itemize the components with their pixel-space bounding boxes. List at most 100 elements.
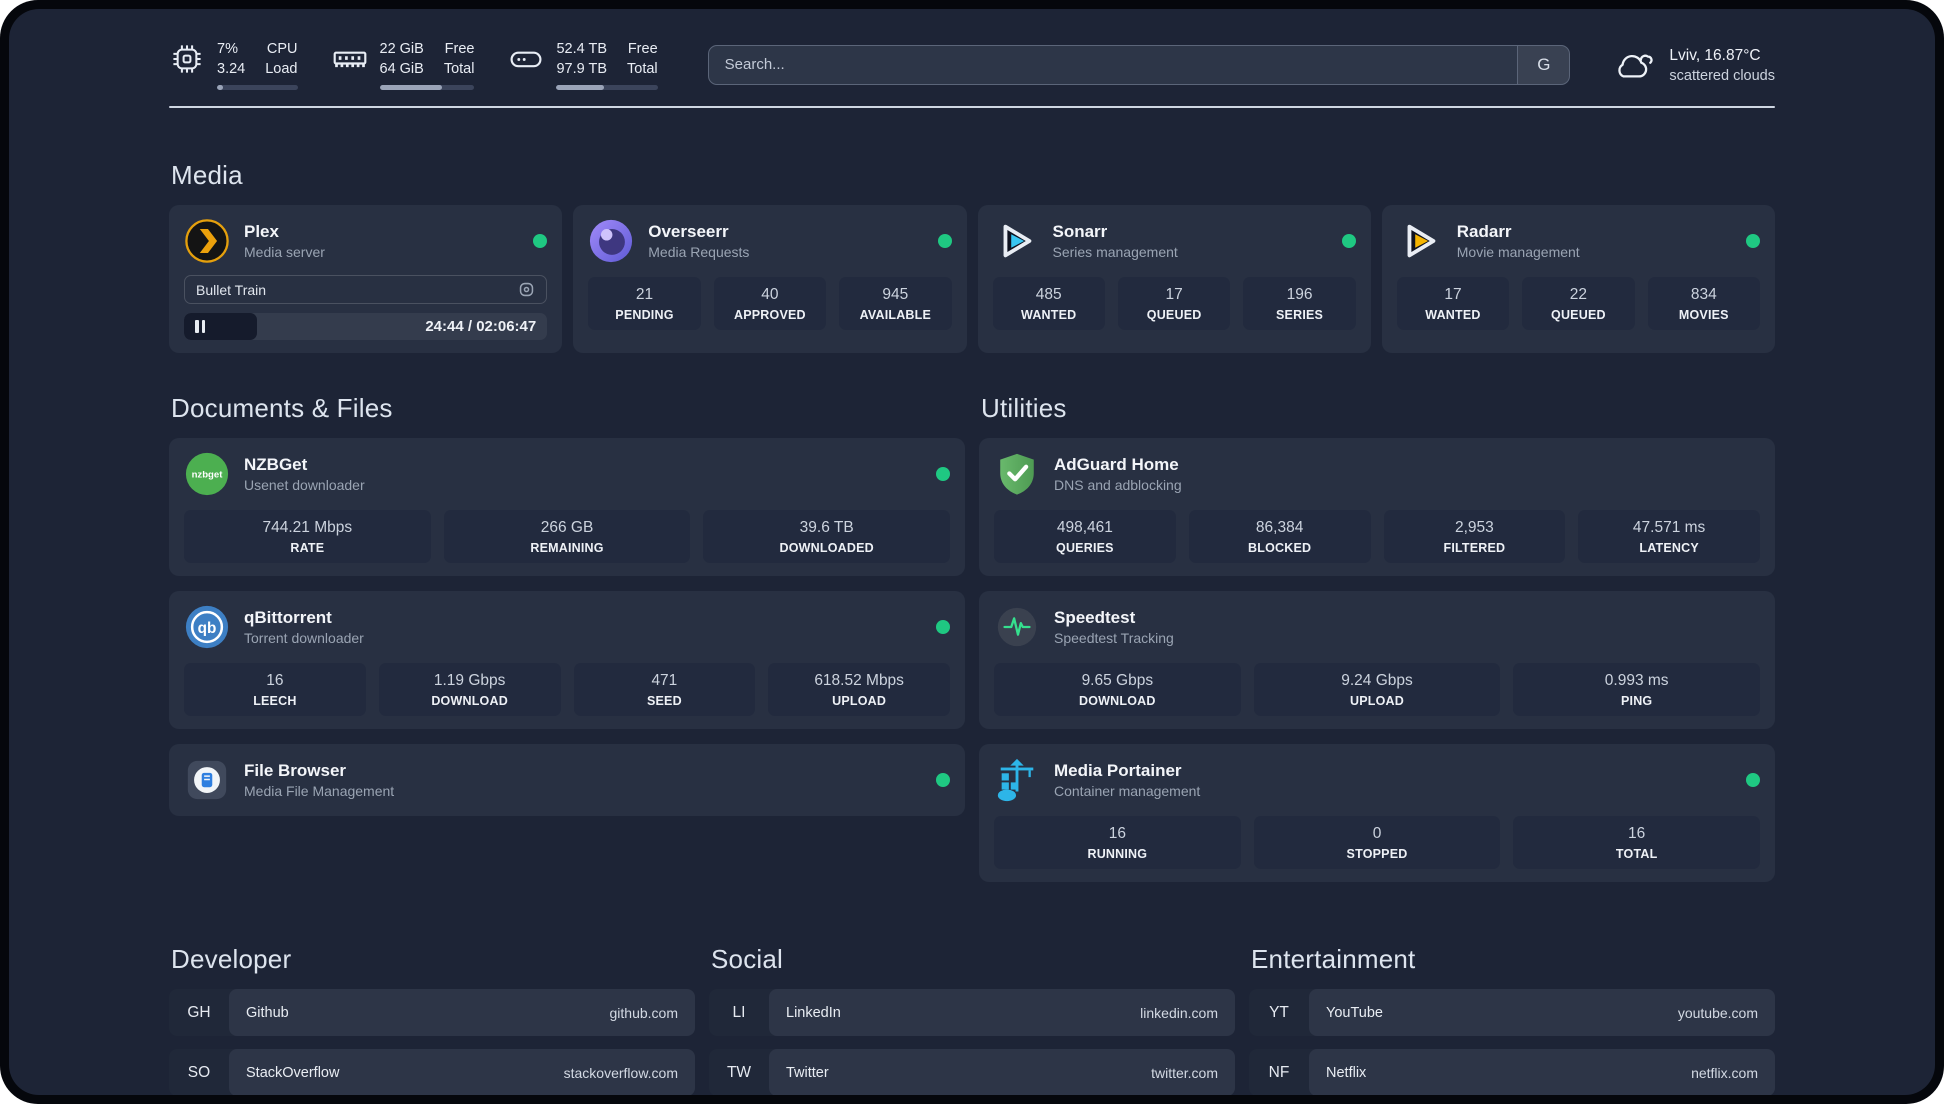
- service-card-radarr[interactable]: Radarr Movie management 17 WANTED 22 QUE…: [1381, 205, 1775, 353]
- cloud-icon: [1612, 48, 1654, 82]
- search-input[interactable]: [708, 45, 1518, 84]
- section-title-utilities: Utilities: [981, 393, 1067, 423]
- service-card-qbittorrent[interactable]: qb qBittorrent Torrent downloader 16 LEE…: [169, 591, 965, 729]
- service-description: Container management: [1054, 782, 1201, 799]
- stat-downloaded: 39.6 TB DOWNLOADED: [703, 510, 951, 563]
- service-description: Media File Management: [244, 782, 395, 799]
- bookmark-group-title: Social: [711, 944, 784, 974]
- svg-text:qb: qb: [198, 620, 217, 637]
- bookmark-domain: twitter.com: [1151, 1064, 1218, 1081]
- service-name: AdGuard Home: [1054, 454, 1179, 474]
- stat-queued: 22 QUEUED: [1522, 277, 1635, 330]
- stat-approved: 40 APPROVED: [713, 277, 827, 330]
- cpu-usage-value: 7%: [217, 41, 238, 57]
- status-dot: [1746, 234, 1760, 248]
- bookmark-abbr: YT: [1269, 1003, 1289, 1021]
- bookmark-domain: linkedin.com: [1140, 1004, 1218, 1021]
- memory-total-label: Total: [443, 61, 475, 77]
- service-card-filebrowser[interactable]: File Browser Media File Management: [169, 744, 965, 816]
- bookmark-name: Netflix: [1326, 1064, 1367, 1081]
- stat-wanted: 17 WANTED: [1396, 277, 1510, 330]
- cpu-icon: [169, 39, 205, 79]
- service-card-sonarr[interactable]: Sonarr Series management 485 WANTED 17 Q…: [977, 205, 1371, 353]
- svg-text:nzbget: nzbget: [192, 469, 224, 480]
- service-description: Media server: [244, 243, 325, 260]
- bookmark-domain: youtube.com: [1677, 1004, 1758, 1021]
- stat-download: 9.65 Gbps DOWNLOAD: [994, 663, 1241, 716]
- speedtest-icon: [994, 604, 1040, 650]
- qbittorrent-icon: qb: [184, 604, 230, 650]
- stat-filtered: 2,953 FILTERED: [1383, 510, 1566, 563]
- cpu-load-value: 3.24: [217, 61, 246, 77]
- service-card-nzbget[interactable]: nzbget NZBGet Usenet downloader 744.21 M…: [169, 438, 965, 576]
- bookmark-group-developer: Developer GH Github github.com SO StackO…: [169, 944, 695, 1095]
- header-bar: 7% 3.24 CPU Load: [169, 39, 1775, 90]
- dashboard-page: 7% 3.24 CPU Load: [9, 9, 1935, 1095]
- status-dot: [936, 773, 950, 787]
- service-card-overseerr[interactable]: Overseerr Media Requests 21 PENDING 40 A…: [573, 205, 967, 353]
- status-dot: [533, 234, 548, 248]
- service-card-adguard[interactable]: AdGuard Home DNS and adblocking 498,461 …: [979, 438, 1775, 576]
- weather-condition: scattered clouds: [1669, 67, 1775, 84]
- bookmark-twitter[interactable]: TW Twitter twitter.com: [709, 1049, 1235, 1095]
- bookmark-netflix[interactable]: NF Netflix netflix.com: [1249, 1049, 1775, 1095]
- memory-free-value: 22 GiB: [379, 41, 424, 57]
- memory-total-value: 64 GiB: [379, 61, 424, 77]
- stat-seed: 471 SEED: [573, 663, 756, 716]
- search-provider-button[interactable]: G: [1517, 45, 1570, 84]
- stat-leech: 16 LEECH: [184, 663, 366, 716]
- section-utilities: Utilities: [979, 393, 1775, 882]
- disk-free-value: 52.4 TB: [556, 41, 608, 57]
- memory-progress-bar: [379, 85, 475, 90]
- service-card-plex[interactable]: Plex Media server Bullet Train: [169, 205, 563, 353]
- now-playing-title: Bullet Train: [196, 281, 267, 298]
- bookmark-abbr: LI: [732, 1003, 746, 1021]
- disk-total-value: 97.9 TB: [556, 61, 608, 77]
- plex-icon: [184, 218, 230, 264]
- stat-upload: 9.24 Gbps UPLOAD: [1253, 663, 1501, 716]
- cpu-progress-bar: [217, 85, 298, 90]
- service-description: Speedtest Tracking: [1054, 629, 1174, 646]
- now-playing-time: 24:44 / 02:06:47: [425, 318, 537, 335]
- service-card-speedtest[interactable]: Speedtest Speedtest Tracking 9.65 Gbps D…: [979, 591, 1775, 729]
- section-title-media: Media: [171, 160, 243, 190]
- bookmark-name: Twitter: [786, 1064, 829, 1081]
- service-name: Media Portainer: [1054, 760, 1182, 780]
- service-description: Series management: [1052, 243, 1178, 260]
- bookmark-name: Github: [246, 1004, 289, 1021]
- status-dot: [1341, 234, 1356, 248]
- filebrowser-icon: [184, 757, 230, 803]
- service-name: File Browser: [244, 760, 347, 780]
- bookmark-linkedin[interactable]: LI LinkedIn linkedin.com: [709, 989, 1235, 1036]
- status-dot: [937, 234, 952, 248]
- portainer-icon: [994, 757, 1040, 803]
- disk-total-label: Total: [627, 61, 658, 77]
- bookmark-group-social: Social LI LinkedIn linkedin.com TW Twitt…: [709, 944, 1235, 1095]
- disk-icon: [508, 39, 544, 79]
- stat-upload: 618.52 Mbps UPLOAD: [768, 663, 950, 716]
- stat-series: 196 SERIES: [1243, 277, 1356, 330]
- bookmark-group-title: Entertainment: [1251, 944, 1416, 974]
- memory-resource-widget: 22 GiB 64 GiB Free Total: [332, 39, 475, 90]
- status-dot: [936, 620, 950, 634]
- service-name: Overseerr: [648, 221, 729, 241]
- bookmark-group-entertainment: Entertainment YT YouTube youtube.com NF …: [1249, 944, 1775, 1095]
- service-name: Plex: [244, 221, 279, 241]
- disk-free-label: Free: [627, 41, 658, 57]
- bookmark-abbr: TW: [726, 1063, 752, 1081]
- status-dot: [936, 467, 950, 481]
- disk-progress-bar: [556, 85, 658, 90]
- service-card-portainer[interactable]: Media Portainer Container management 16 …: [979, 744, 1775, 882]
- bookmark-github[interactable]: GH Github github.com: [169, 989, 695, 1036]
- stat-pending: 21 PENDING: [588, 277, 701, 330]
- bookmark-stackoverflow[interactable]: SO StackOverflow stackoverflow.com: [169, 1049, 695, 1095]
- header-divider: [169, 106, 1775, 108]
- service-description: Movie management: [1456, 243, 1580, 260]
- stat-available: 945 AVAILABLE: [839, 277, 952, 330]
- stat-remaining: 266 GB REMAINING: [443, 510, 691, 563]
- bookmark-youtube[interactable]: YT YouTube youtube.com: [1249, 989, 1775, 1036]
- radarr-icon: [1397, 218, 1443, 264]
- bookmark-abbr: SO: [187, 1063, 211, 1081]
- service-description: Usenet downloader: [244, 476, 365, 493]
- pause-icon[interactable]: [195, 320, 205, 333]
